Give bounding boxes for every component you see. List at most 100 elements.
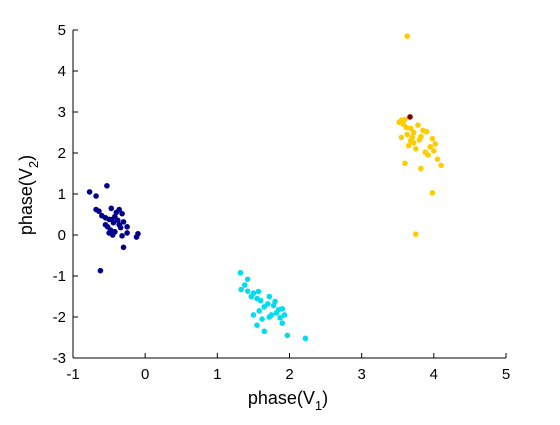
data-point — [244, 288, 251, 294]
data-point — [120, 219, 127, 225]
data-point — [238, 286, 244, 293]
data-point — [398, 134, 405, 141]
data-point — [418, 165, 424, 172]
x-axis-label-base: phase(V — [248, 388, 315, 408]
data-point — [109, 216, 115, 223]
data-point — [119, 233, 125, 239]
y-axis-label-subscript: 2 — [26, 161, 41, 168]
y-tick-label: -1 — [53, 268, 66, 285]
data-point — [407, 137, 414, 144]
x-tick-label: 0 — [141, 366, 149, 383]
data-point — [273, 310, 280, 316]
data-point — [412, 146, 419, 152]
data-point — [97, 267, 104, 274]
data-point — [277, 315, 283, 321]
data-point — [114, 217, 121, 224]
y-tick-label: 2 — [58, 145, 66, 162]
data-point — [425, 152, 431, 158]
x-tick-label: -1 — [66, 366, 79, 383]
data-point — [241, 282, 248, 288]
y-tick-label: 1 — [58, 186, 66, 203]
data-markers — [86, 33, 444, 342]
data-point — [429, 135, 436, 142]
data-point — [261, 328, 268, 335]
data-point — [259, 316, 265, 322]
data-point — [86, 189, 93, 195]
data-point — [402, 116, 408, 123]
data-point — [124, 230, 130, 236]
data-point — [109, 232, 116, 238]
data-point — [415, 122, 421, 128]
data-point — [248, 293, 255, 300]
data-point — [93, 193, 99, 199]
data-point — [434, 156, 441, 162]
data-point — [255, 288, 262, 295]
x-axis-label: phase(V1) — [248, 388, 328, 413]
data-point — [117, 224, 124, 231]
series-group — [407, 114, 413, 120]
data-point — [404, 131, 410, 138]
data-point — [284, 332, 291, 339]
data-point — [431, 148, 437, 154]
data-point — [254, 322, 260, 329]
data-point — [237, 269, 244, 276]
data-point — [281, 312, 288, 318]
data-point — [261, 303, 268, 310]
data-point — [403, 124, 410, 131]
data-point — [407, 125, 414, 132]
data-point — [256, 308, 262, 314]
data-point — [427, 144, 434, 150]
x-axis-label-close: ) — [322, 388, 328, 408]
data-point — [96, 208, 102, 215]
data-point — [404, 33, 410, 39]
data-point — [120, 244, 127, 251]
data-point — [133, 234, 140, 240]
data-point — [244, 276, 251, 283]
x-tick-label: 1 — [213, 366, 221, 383]
data-point — [432, 141, 439, 147]
data-point — [438, 162, 444, 169]
y-axis-label-close: ) — [16, 155, 36, 161]
y-tick-label: -2 — [53, 309, 66, 326]
series-group — [237, 269, 309, 342]
data-point — [279, 306, 286, 312]
y-tick-label: -3 — [53, 350, 66, 367]
data-point — [279, 320, 286, 326]
x-tick-label: 3 — [357, 366, 365, 383]
data-point — [429, 189, 436, 196]
data-point — [423, 128, 430, 135]
y-tick-label: 4 — [58, 63, 66, 80]
data-point — [405, 142, 412, 149]
data-point — [407, 114, 413, 120]
x-tick-label: 2 — [285, 366, 293, 383]
data-point — [402, 160, 408, 167]
data-point — [418, 133, 424, 140]
x-axis-label-subscript: 1 — [315, 398, 322, 413]
data-point — [119, 210, 125, 217]
axes: -1 0 1 2 3 4 5 -3 -2 -1 0 1 2 3 4 5 — [53, 22, 511, 383]
data-point — [257, 297, 264, 304]
data-point — [412, 231, 419, 237]
y-tick-label: 3 — [58, 104, 66, 121]
data-point — [396, 119, 402, 126]
data-point — [302, 335, 309, 342]
y-axis-label-base: phase(V — [16, 168, 36, 235]
y-tick-label: 0 — [58, 227, 66, 244]
data-point — [104, 183, 110, 189]
data-point — [272, 298, 278, 305]
data-point — [410, 129, 417, 136]
y-tick-label: 5 — [58, 22, 66, 39]
axis-labels: phase(V1) phase(V2) — [16, 155, 328, 413]
series-group — [86, 183, 141, 274]
data-point — [124, 224, 130, 230]
x-tick-label: 5 — [502, 366, 510, 383]
data-point — [108, 205, 115, 212]
data-point — [266, 293, 273, 300]
data-point — [266, 314, 273, 320]
series-group — [396, 33, 444, 237]
x-tick-label: 4 — [430, 366, 438, 383]
y-axis-label: phase(V2) — [16, 155, 41, 235]
data-point — [250, 312, 257, 318]
